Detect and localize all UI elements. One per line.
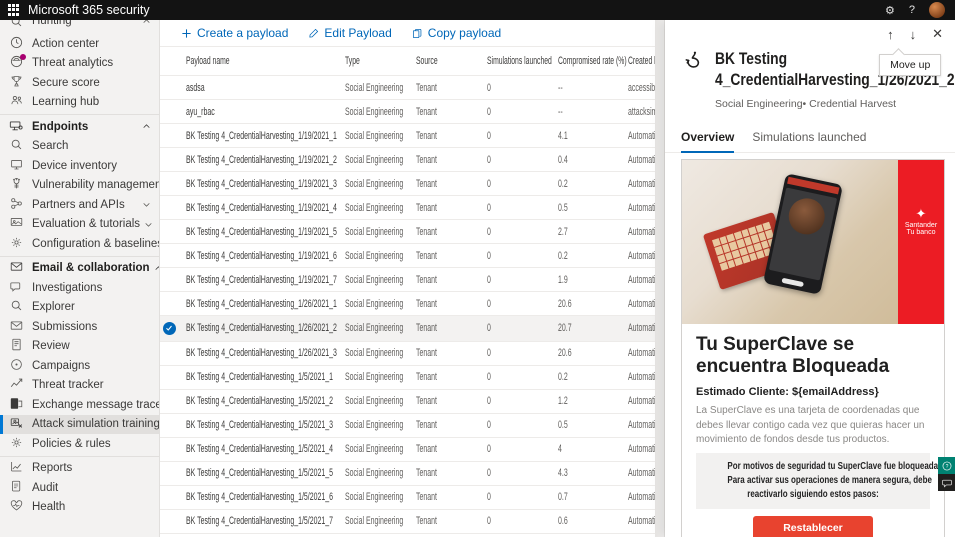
svg-text:?: ? [945, 463, 948, 469]
